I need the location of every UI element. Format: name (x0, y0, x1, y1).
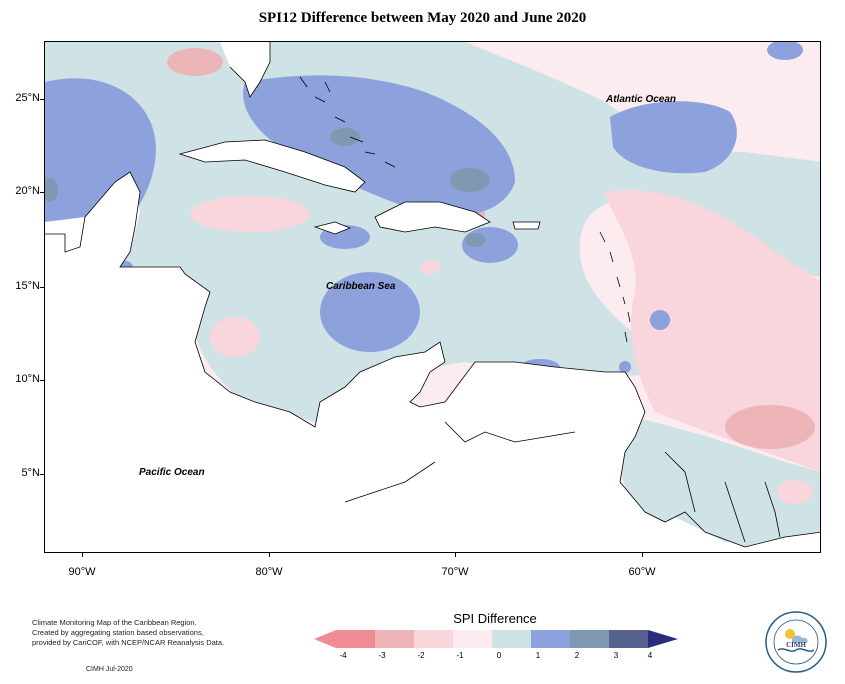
coast-hispaniola (374, 201, 491, 233)
coast-guiana-borders (664, 451, 781, 543)
spi-zone-slate (330, 128, 360, 146)
legend-tick: -1 (456, 651, 464, 660)
legend-bin (414, 630, 453, 648)
legend-tick: 1 (535, 651, 541, 660)
lat-tick (40, 192, 44, 193)
legend-colorbar (314, 630, 678, 648)
map-area (44, 41, 821, 553)
lat-tick (40, 99, 44, 100)
spi-zone-blue (767, 42, 803, 60)
spi-zone-blue (610, 101, 737, 174)
land-hispaniola (375, 202, 490, 232)
spi-land-pink (777, 480, 813, 504)
lat-tick (40, 380, 44, 381)
legend-arrow-left (314, 630, 336, 648)
spi-zone-rose (725, 405, 815, 449)
pacific-ocean-label: Pacific Ocean (139, 467, 205, 478)
lat-label-15n: 15°N (15, 280, 40, 292)
lon-tick (82, 553, 83, 557)
lat-label-20n: 20°N (15, 185, 40, 197)
lat-tick (40, 474, 44, 475)
coast-interior (344, 421, 576, 503)
legend-arrow-right (648, 630, 678, 648)
coast-central-america (45, 171, 820, 548)
legend-bin (453, 630, 492, 648)
coast-lesser-antilles (599, 231, 631, 343)
sun-icon (785, 629, 795, 639)
spi-zone-blue (619, 361, 631, 373)
logo-text: CIMH (786, 641, 806, 649)
lon-label-60w: 60°W (628, 566, 656, 578)
coast-jamaica (313, 221, 352, 235)
legend-tick: -2 (417, 651, 425, 660)
lon-label-90w: 90°W (68, 566, 96, 578)
legend-bin (336, 630, 375, 648)
spi-zone-slate (450, 168, 490, 192)
cloud-icon (792, 635, 808, 643)
legend-title: SPI Difference (453, 611, 537, 626)
lon-tick (642, 553, 643, 557)
land-yucatan (85, 172, 140, 242)
credit-line: Climate Monitoring Map of the Caribbean … (32, 618, 197, 627)
coast-bahamas (299, 76, 396, 168)
spi-zone-pink (605, 190, 820, 472)
spi-zone-blue (243, 75, 516, 216)
land-central-america (45, 182, 820, 552)
lat-label-25n: 25°N (15, 92, 40, 104)
land-puerto-rico (513, 222, 540, 229)
wave-icon (777, 648, 815, 652)
cimh-logo: CIMH (765, 611, 827, 673)
lon-label-80w: 80°W (255, 566, 283, 578)
spi-zone-blue (650, 310, 670, 330)
spi-zone-slate (45, 178, 58, 202)
credit-line: Created by aggregating station based obs… (32, 628, 204, 637)
legend-bin (609, 630, 648, 648)
credit-line: provided by CariCOF, with NCEP/NCAR Rean… (32, 638, 225, 647)
credit-stamp: CIMH Jul-2020 (86, 666, 133, 673)
legend-bin (492, 630, 531, 648)
spi-zone-blue (320, 272, 420, 352)
legend-tick: -4 (339, 651, 347, 660)
spi-zone-pink (420, 260, 440, 274)
spi-zone-slate (465, 233, 485, 247)
coast-cuba (178, 139, 366, 193)
land-florida (220, 42, 270, 97)
lat-label-5n: 5°N (21, 467, 40, 479)
map-title: SPI12 Difference between May 2020 and Ju… (258, 10, 587, 26)
legend-bin (570, 630, 609, 648)
coast-puerto-rico (512, 221, 541, 230)
legend-tick: 3 (613, 651, 619, 660)
lat-tick (40, 287, 44, 288)
caribbean-sea-label: Caribbean Sea (326, 281, 396, 292)
credit-text: Climate Monitoring Map of the Caribbean … (32, 618, 242, 648)
legend-tick: 4 (647, 651, 653, 660)
atlantic-ocean-label: Atlantic Ocean (606, 94, 677, 105)
lat-label-10n: 10°N (15, 373, 40, 385)
lon-tick (455, 553, 456, 557)
legend-bin (531, 630, 570, 648)
land-cuba (180, 140, 365, 192)
lon-tick (269, 553, 270, 557)
legend-bin (375, 630, 414, 648)
spi-zone-pink (465, 42, 820, 99)
spi-zone-pink (210, 317, 260, 357)
legend-tick: -3 (378, 651, 386, 660)
spi-zone-pink (167, 48, 223, 76)
coastlines (45, 42, 820, 548)
spi-zone-pink (190, 196, 310, 232)
legend-tick: 2 (574, 651, 580, 660)
lon-label-70w: 70°W (441, 566, 469, 578)
legend-tick: 0 (496, 651, 502, 660)
coast-florida (229, 42, 271, 98)
